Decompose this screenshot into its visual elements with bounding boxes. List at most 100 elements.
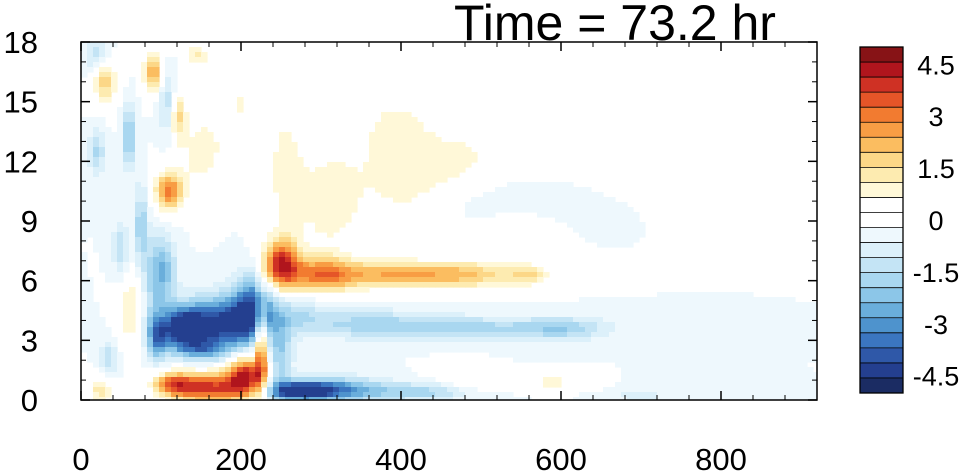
heatmap-cell bbox=[555, 212, 562, 218]
heatmap-cell bbox=[87, 47, 94, 53]
heatmap-cell bbox=[423, 302, 430, 308]
heatmap-cell bbox=[231, 252, 238, 258]
heatmap-cell bbox=[93, 152, 100, 158]
heatmap-cell bbox=[807, 382, 814, 388]
heatmap-cell bbox=[351, 177, 358, 183]
heatmap-cell bbox=[111, 212, 118, 218]
heatmap-cell bbox=[507, 202, 514, 208]
heatmap-cell bbox=[315, 182, 322, 188]
y-tick-label: 18 bbox=[4, 25, 38, 60]
heatmap-cell bbox=[99, 207, 106, 213]
heatmap-cell bbox=[303, 247, 310, 253]
heatmap-cell bbox=[177, 167, 184, 173]
heatmap-cell bbox=[711, 342, 718, 348]
heatmap-cell bbox=[339, 387, 346, 393]
heatmap-cell bbox=[147, 352, 154, 358]
heatmap-cell bbox=[411, 147, 418, 153]
heatmap-cell bbox=[225, 337, 232, 343]
heatmap-cell bbox=[153, 247, 160, 253]
heatmap-cell bbox=[129, 157, 136, 163]
heatmap-cell bbox=[591, 342, 598, 348]
heatmap-cell bbox=[123, 217, 130, 223]
heatmap-cell bbox=[783, 347, 790, 353]
heatmap-cell bbox=[147, 87, 154, 93]
heatmap-cell bbox=[783, 397, 790, 400]
heatmap-cell bbox=[423, 352, 430, 358]
heatmap-cell bbox=[333, 377, 340, 383]
heatmap-cell bbox=[189, 262, 196, 268]
heatmap-cell bbox=[87, 42, 94, 48]
heatmap-cell bbox=[525, 202, 532, 208]
heatmap-cell bbox=[147, 232, 154, 238]
heatmap-cell bbox=[351, 312, 358, 318]
heatmap-cell bbox=[135, 167, 142, 173]
heatmap-cell bbox=[663, 352, 670, 358]
heatmap-cell bbox=[489, 267, 496, 273]
heatmap-cell bbox=[285, 377, 292, 383]
heatmap-cell bbox=[621, 377, 628, 383]
heatmap-cell bbox=[351, 277, 358, 283]
heatmap-cell bbox=[345, 352, 352, 358]
heatmap-cell bbox=[297, 232, 304, 238]
heatmap-cell bbox=[237, 97, 244, 103]
heatmap-cell bbox=[189, 52, 196, 58]
heatmap-cell bbox=[123, 222, 130, 228]
heatmap-cell bbox=[171, 382, 178, 388]
heatmap-cell bbox=[519, 322, 526, 328]
heatmap-cell bbox=[117, 167, 124, 173]
heatmap-cell bbox=[597, 392, 604, 398]
heatmap-cell bbox=[141, 187, 148, 193]
heatmap-cell bbox=[363, 367, 370, 373]
heatmap-cell bbox=[153, 127, 160, 133]
heatmap-cell bbox=[447, 332, 454, 338]
heatmap-cell bbox=[729, 327, 736, 333]
heatmap-cell bbox=[81, 227, 88, 233]
heatmap-cell bbox=[201, 302, 208, 308]
heatmap-cell bbox=[159, 132, 166, 138]
heatmap-cell bbox=[471, 282, 478, 288]
heatmap-cell bbox=[339, 302, 346, 308]
heatmap-cell bbox=[813, 302, 817, 308]
heatmap-cell bbox=[429, 392, 436, 398]
heatmap-cell bbox=[213, 272, 220, 278]
heatmap-cell bbox=[237, 267, 244, 273]
heatmap-cell bbox=[591, 357, 598, 363]
heatmap-cell bbox=[747, 302, 754, 308]
heatmap-cell bbox=[729, 397, 736, 400]
heatmap-cell bbox=[435, 322, 442, 328]
heatmap-cell bbox=[759, 312, 766, 318]
heatmap-cell bbox=[483, 282, 490, 288]
heatmap-cell bbox=[447, 312, 454, 318]
heatmap-cell bbox=[99, 47, 106, 53]
heatmap-cell bbox=[453, 332, 460, 338]
heatmap-cell bbox=[609, 237, 616, 243]
heatmap-cell bbox=[237, 292, 244, 298]
heatmap-cell bbox=[315, 207, 322, 213]
heatmap-cell bbox=[399, 322, 406, 328]
heatmap-cell bbox=[87, 187, 94, 193]
heatmap-cell bbox=[81, 142, 88, 148]
heatmap-cell bbox=[297, 217, 304, 223]
heatmap-cell bbox=[615, 307, 622, 313]
heatmap-cell bbox=[657, 387, 664, 393]
heatmap-cell bbox=[159, 357, 166, 363]
heatmap-cell bbox=[111, 222, 118, 228]
heatmap-cell bbox=[567, 212, 574, 218]
heatmap-cell bbox=[543, 337, 550, 343]
heatmap-cell bbox=[303, 277, 310, 283]
heatmap-cell bbox=[285, 247, 292, 253]
heatmap-cell bbox=[147, 252, 154, 258]
heatmap-cell bbox=[165, 287, 172, 293]
heatmap-cell bbox=[369, 147, 376, 153]
heatmap-cell bbox=[315, 387, 322, 393]
heatmap-cell bbox=[723, 392, 730, 398]
heatmap-cell bbox=[621, 207, 628, 213]
heatmap-cell bbox=[99, 367, 106, 373]
heatmap-cell bbox=[717, 307, 724, 313]
heatmap-cell bbox=[213, 347, 220, 353]
heatmap-cell bbox=[243, 367, 250, 373]
heatmap-cell bbox=[93, 197, 100, 203]
heatmap-cell bbox=[153, 237, 160, 243]
heatmap-cell bbox=[747, 332, 754, 338]
heatmap-cell bbox=[219, 392, 226, 398]
